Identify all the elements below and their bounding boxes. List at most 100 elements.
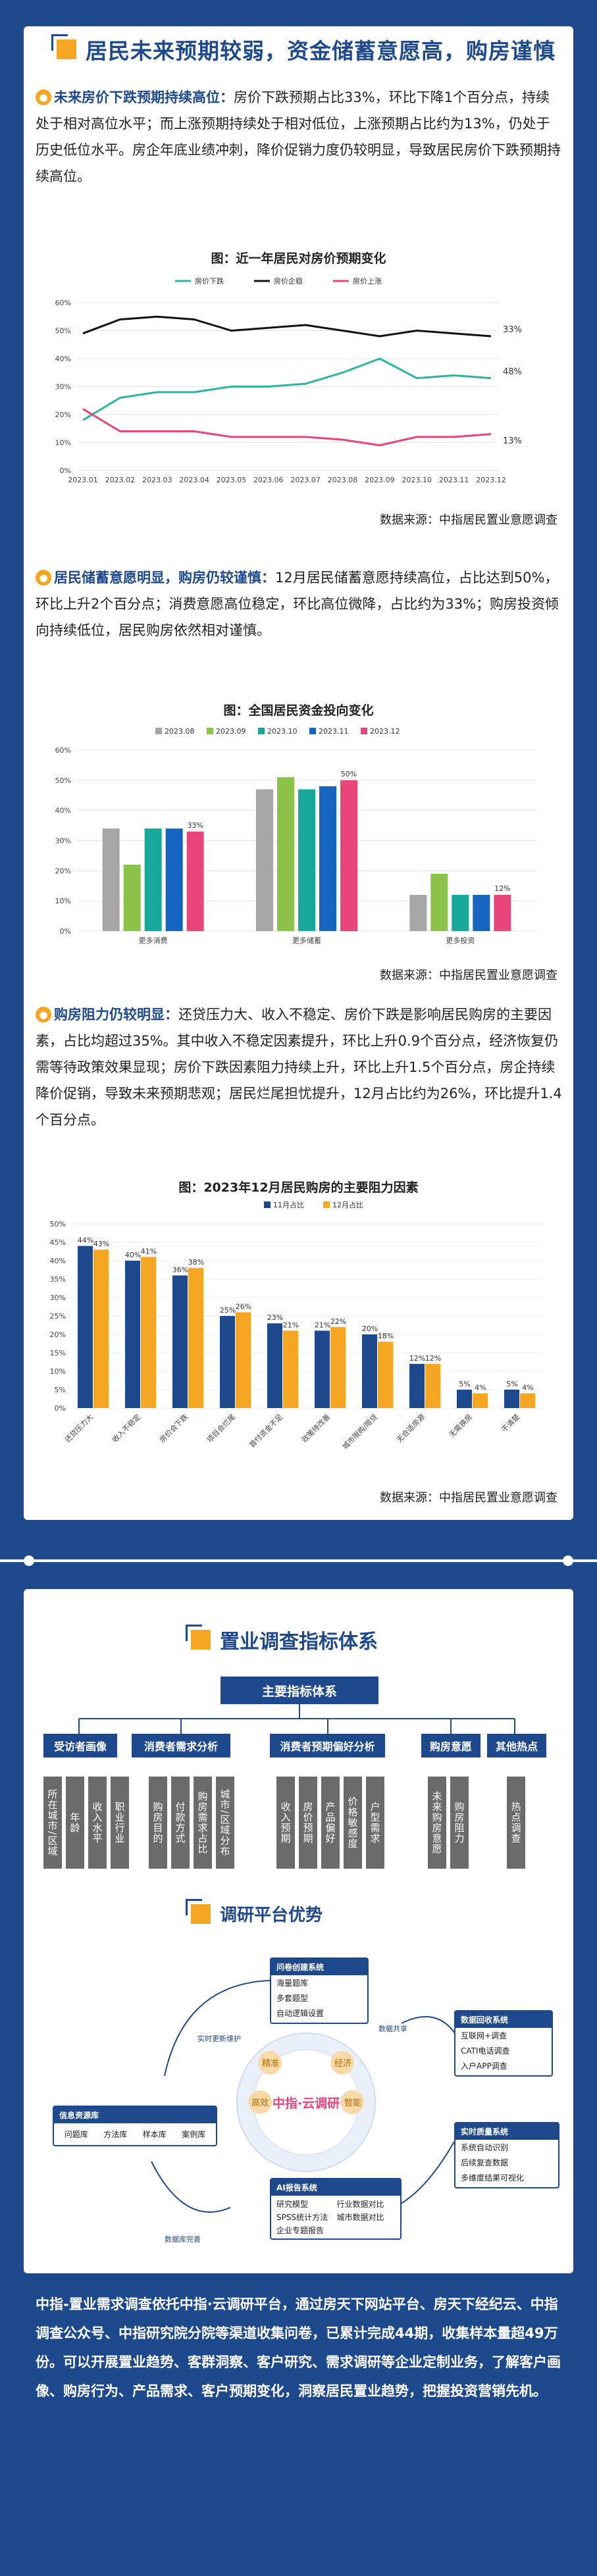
- legend-label: 2023.08: [165, 727, 195, 736]
- data-label: 22%: [330, 1317, 346, 1326]
- y-tick-label: 45%: [50, 1238, 66, 1247]
- data-label: 44%: [78, 1236, 93, 1245]
- bar: [144, 828, 162, 931]
- y-tick-label: 5%: [55, 1386, 66, 1394]
- bar: [457, 1390, 472, 1408]
- x-tick-label: 无合适房源: [394, 1412, 427, 1444]
- bar: [236, 1312, 251, 1408]
- bullet-icon: ●: [36, 89, 51, 105]
- bar: [220, 1316, 235, 1408]
- bar: [277, 777, 294, 931]
- bar: [123, 865, 141, 931]
- bar: [93, 1250, 109, 1408]
- paragraph-price-expectation: ● 未来房价下跌预期持续高位：房价下跌预期占比33%，环比下降1个百分点，持续处于…: [36, 84, 562, 189]
- legend-swatch: [361, 728, 367, 734]
- x-tick-label: 2023.11: [439, 476, 469, 484]
- y-tick-label: 50%: [55, 327, 71, 336]
- y-tick-label: 40%: [55, 355, 71, 363]
- y-tick-label: 30%: [55, 837, 71, 846]
- bar: [102, 828, 120, 931]
- report-item: SPSS统计方法: [276, 2213, 328, 2222]
- data-label: 25%: [220, 1306, 236, 1315]
- bar: [315, 1330, 330, 1408]
- flow-label-share: 数据共享: [378, 2025, 407, 2033]
- report-item: 研究模型: [276, 2200, 309, 2209]
- flow-label-database: 数据库完善: [165, 2235, 201, 2244]
- data-label: 21%: [283, 1321, 299, 1329]
- leaf-region-distribution: 城市/区域分布: [216, 1777, 234, 1869]
- y-tick-label: 20%: [50, 1330, 66, 1339]
- leaf-purpose: 购房目的: [149, 1777, 167, 1869]
- y-tick-label: 0%: [60, 927, 71, 936]
- report-item: 企业专题报告: [276, 2226, 324, 2235]
- x-tick-label: 2023.06: [253, 476, 284, 484]
- chart3-source: 数据来源：中指居民置业意愿调查: [380, 1491, 558, 1505]
- y-tick-label: 10%: [50, 1367, 66, 1376]
- questionnaire-item: 海量题库: [276, 1979, 309, 1988]
- bar: [494, 895, 511, 931]
- x-tick-label: 房价会下跌: [157, 1412, 190, 1444]
- platform-title: 调研平台优势: [220, 1906, 323, 1925]
- end-label: 13%: [503, 436, 522, 446]
- questionnaire-system: 问卷创建系统 海量题库 多套题型 自动逻辑设置: [270, 1957, 369, 2024]
- main-index-box: 主要指标体系: [221, 1677, 378, 1704]
- legend-label: 2023.09: [216, 727, 246, 736]
- data-label: 12%: [494, 884, 510, 893]
- bar: [425, 1363, 440, 1408]
- y-tick-label: 10%: [55, 439, 71, 447]
- bar: [125, 1261, 140, 1408]
- data-label: 50%: [341, 770, 357, 778]
- x-tick-label: 无需换房: [447, 1412, 474, 1439]
- x-tick-label: 2023.03: [142, 476, 172, 484]
- y-tick-label: 10%: [55, 897, 71, 905]
- report-item: 行业数据对比: [336, 2200, 384, 2209]
- resource-sample-bank: 样本库: [142, 2130, 167, 2139]
- y-tick-label: 40%: [50, 1257, 66, 1265]
- monitor-item: 系统自动识别: [461, 2143, 509, 2152]
- x-tick-label: 2023.09: [365, 476, 395, 484]
- x-tick-label: 2023.12: [476, 476, 506, 484]
- bar: [473, 1393, 488, 1408]
- data-label: 38%: [188, 1258, 204, 1267]
- y-tick-label: 60%: [55, 299, 71, 307]
- legend-label: 11月占比: [273, 1200, 304, 1209]
- para1-lead: 未来房价下跌预期持续高位：: [54, 89, 234, 105]
- bullet-icon: ●: [36, 1007, 51, 1023]
- series-line-房价企稳: [82, 315, 492, 338]
- label-smart: 智能: [344, 2098, 362, 2108]
- x-tick-label: 更多投资: [446, 936, 475, 945]
- data-label: 33%: [187, 821, 203, 830]
- legend-label: 2023.12: [370, 727, 400, 736]
- platform-description: 中指-置业需求调查依托中指·云调研平台，通过房天下网站平台、房天下经纪云、中指调…: [36, 2296, 561, 2399]
- resource-question-bank: 问题库: [64, 2130, 88, 2139]
- bar: [319, 786, 336, 931]
- paragraph-purchase-resistance: ● 购房阻力仍较明显：还贷压力大、收入不稳定、房价下跌是影响居民购房的主要因素，占…: [36, 1001, 562, 1133]
- leaf-occupation: 职业行业: [111, 1777, 129, 1869]
- bar: [473, 895, 490, 931]
- legend-swatch: [309, 728, 316, 734]
- y-tick-label: 15%: [50, 1349, 66, 1357]
- legend-label: 房价企稳: [274, 276, 303, 286]
- leaf-city: 所在城市/区域: [43, 1777, 62, 1869]
- leaf-age: 年龄: [66, 1777, 84, 1869]
- x-tick-label: 2023.05: [217, 476, 247, 484]
- bar: [430, 873, 448, 931]
- data-label: 36%: [172, 1265, 188, 1274]
- legend-swatch: [323, 1201, 330, 1208]
- x-tick-label: 2023.01: [68, 476, 98, 484]
- resource-library: 信息资源库 问题库 方法库 样本库 案例库: [53, 2106, 217, 2146]
- para2-lead: 居民储蓄意愿明显，购房仍较谨慎：: [54, 570, 275, 586]
- platform-header: 调研平台优势: [186, 1898, 323, 1926]
- bar: [504, 1390, 519, 1408]
- x-tick-label: 首付资金不足: [247, 1412, 285, 1450]
- data-label: 4%: [475, 1384, 486, 1392]
- leaf-income: 收入水平: [88, 1777, 107, 1869]
- x-tick-label: 还贷压力大: [63, 1412, 95, 1444]
- bar: [165, 828, 183, 931]
- collection-title: 数据回收系统: [455, 2011, 552, 2028]
- chart3-title: 图：2023年12月居民购房的主要阻力因素: [178, 1180, 419, 1195]
- bar: [452, 895, 469, 931]
- label-economic: 经济: [334, 2059, 352, 2069]
- data-label: 18%: [378, 1332, 394, 1340]
- y-tick-label: 50%: [50, 1220, 66, 1228]
